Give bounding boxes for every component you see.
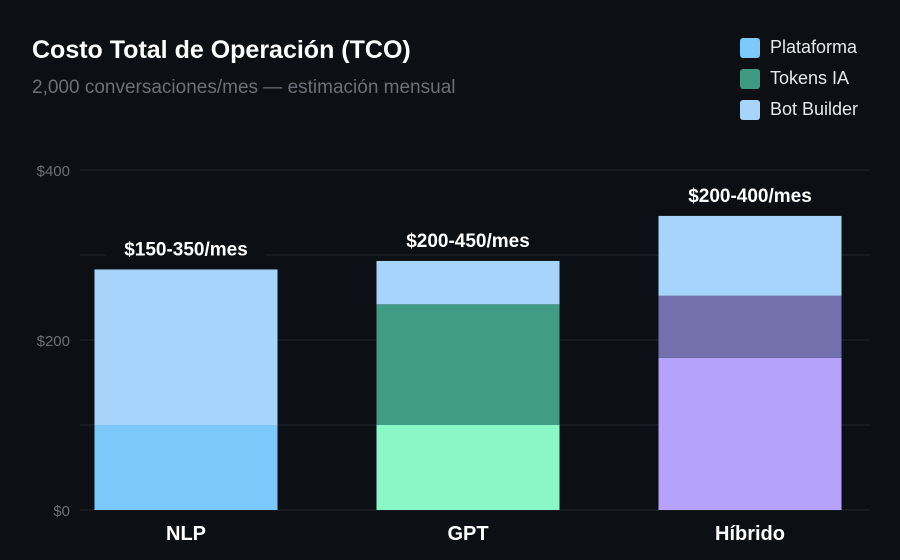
- bar-segment-tokens-ia: [658, 295, 842, 358]
- legend-label: Tokens IA: [770, 68, 850, 88]
- x-tick-label: GPT: [447, 523, 488, 545]
- data-label: $200-450/mes: [406, 231, 530, 252]
- bar-segment-plataforma: [376, 425, 560, 510]
- y-tick-label: $400: [37, 163, 70, 180]
- bar-segment-bot-builder: [376, 260, 560, 305]
- data-label: $200-400/mes: [688, 186, 812, 207]
- data-label-background: [106, 235, 266, 262]
- legend-item-tokens: Tokens IA: [740, 63, 858, 94]
- legend-item-plataforma: Plataforma: [740, 32, 858, 63]
- bar-segment-bot-builder: [658, 215, 842, 296]
- bar-segment-plataforma: [658, 357, 842, 510]
- legend-item-bot-builder: Bot Builder: [740, 94, 858, 125]
- x-tick-label: Híbrido: [715, 523, 785, 545]
- x-tick-label: NLP: [166, 523, 206, 545]
- legend-swatch: [740, 99, 760, 120]
- legend-swatch: [740, 68, 760, 89]
- y-tick-label: $200: [37, 333, 70, 350]
- y-tick-label: $0: [53, 503, 70, 520]
- chart-subtitle: 2,000 conversaciones/mes — estimación me…: [32, 77, 456, 98]
- legend-label: Plataforma: [770, 37, 858, 57]
- bar-segment-bot-builder: [94, 269, 278, 425]
- legend: Plataforma Tokens IA Bot Builder: [740, 32, 858, 125]
- chart-title: Costo Total de Operación (TCO): [32, 36, 411, 64]
- data-label-background: [388, 226, 548, 253]
- data-label-background: [670, 181, 830, 208]
- bar-segment-plataforma: [94, 425, 278, 510]
- legend-label: Bot Builder: [770, 99, 859, 119]
- bar-segment-tokens-ia: [376, 304, 560, 425]
- legend-swatch: [740, 37, 760, 58]
- data-label: $150-350/mes: [124, 239, 248, 260]
